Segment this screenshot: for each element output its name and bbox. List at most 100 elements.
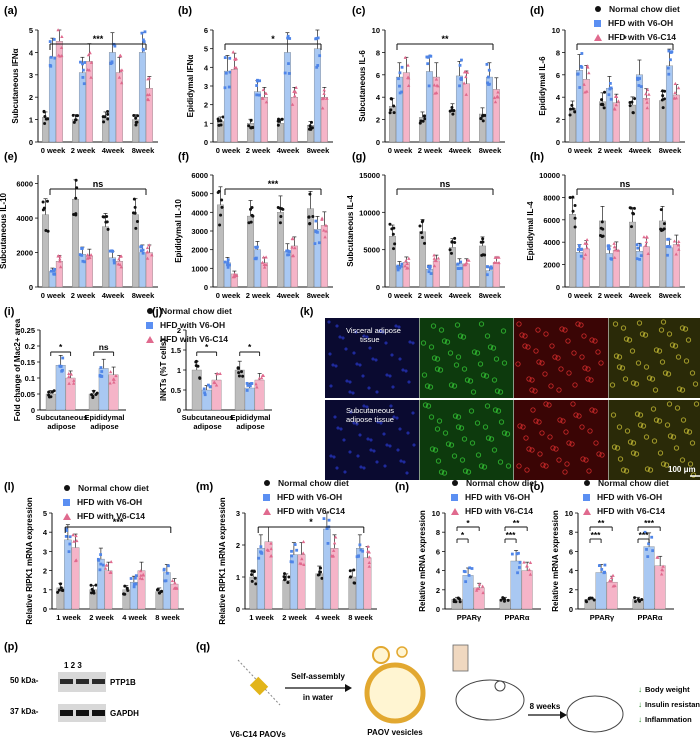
data-point — [68, 550, 71, 553]
x-tick-label: 0 week — [216, 291, 241, 300]
x-tick-label: 8week — [659, 291, 682, 300]
x-tick-label: 8week — [132, 146, 155, 155]
data-point — [450, 252, 453, 255]
legend-marker-oh — [263, 494, 270, 501]
data-point — [288, 37, 291, 40]
y-tick-label: 6000 — [543, 216, 560, 225]
data-point — [106, 113, 109, 116]
bar — [403, 73, 410, 142]
data-point — [91, 588, 94, 591]
data-point — [663, 222, 666, 225]
data-point — [453, 237, 456, 240]
data-point — [65, 529, 68, 532]
x-tick-label: Subcutaneous — [182, 413, 234, 422]
bar — [666, 66, 673, 142]
data-point — [519, 561, 522, 564]
data-point — [327, 542, 330, 545]
x-tick-label: 4week — [629, 291, 652, 300]
vesicle-small — [373, 647, 389, 663]
data-point — [661, 98, 664, 101]
legend-label: HFD with V6-C14 — [160, 332, 228, 346]
data-point — [486, 63, 489, 66]
sig-label: * — [271, 34, 275, 44]
legend-o: Normal chow diet HFD with V6-OH HFD with… — [582, 476, 669, 518]
legend-label: Normal chow diet — [278, 476, 349, 490]
y-tick-label: 4 — [556, 93, 561, 102]
data-point — [647, 542, 650, 545]
bar — [583, 79, 590, 142]
blot-band — [60, 710, 73, 716]
y-tick-label: 0 — [204, 138, 208, 147]
data-point — [529, 561, 532, 564]
y-tick-label: 0.5 — [171, 386, 181, 395]
y-tick-label: 5000 — [191, 190, 208, 199]
molecule-core — [250, 677, 268, 695]
data-point — [573, 110, 576, 113]
data-point — [302, 540, 305, 543]
data-point — [318, 241, 321, 244]
data-point — [283, 576, 286, 579]
bar — [314, 229, 321, 287]
legend-label: Normal chow diet — [466, 476, 537, 490]
data-point — [389, 111, 392, 114]
data-point — [224, 56, 227, 59]
y-tick-label: 3000 — [191, 227, 208, 236]
data-point — [228, 86, 231, 89]
y-axis-label: Subcutaneous IL-6 — [358, 50, 367, 122]
data-point — [669, 245, 672, 248]
data-point — [257, 557, 260, 560]
data-point — [67, 372, 70, 375]
data-point — [437, 257, 440, 260]
data-point — [390, 227, 393, 230]
bar — [479, 246, 486, 287]
y-tick-label: 0 — [569, 605, 573, 614]
data-point — [46, 200, 49, 203]
data-point — [453, 241, 456, 244]
legend-marker-oh — [583, 494, 590, 501]
data-point — [580, 248, 583, 251]
data-point — [647, 93, 650, 96]
y-tick-label: 6 — [569, 547, 573, 556]
x-tick-label: 4week — [449, 291, 472, 300]
data-point — [570, 104, 573, 107]
legend-marker-c14 — [63, 513, 71, 520]
data-point — [58, 257, 61, 260]
y-axis-label: iNKTs (%T cells) — [159, 339, 168, 401]
y-axis-label: Relative RIPK1 mRNA expression — [25, 497, 34, 624]
y-tick-label: 0.2 — [25, 342, 35, 351]
y-tick-label: 6 — [556, 71, 560, 80]
data-point — [388, 223, 391, 226]
data-point — [628, 101, 631, 104]
data-point — [113, 45, 116, 48]
data-point — [105, 215, 108, 218]
y-tick-label: 2000 — [16, 249, 33, 258]
panel-label-b: (b) — [178, 5, 192, 17]
data-point — [194, 361, 197, 364]
bar — [321, 97, 328, 142]
sig-label: ns — [99, 342, 109, 352]
legend-marker-normal — [584, 480, 590, 486]
sig-label: *** — [268, 179, 279, 189]
data-point — [578, 244, 581, 247]
legend-marker-normal — [264, 480, 270, 486]
x-tick-label: 2 week — [246, 291, 271, 300]
data-point — [459, 600, 462, 603]
bar — [522, 571, 533, 609]
data-point — [569, 113, 572, 116]
data-point — [677, 86, 680, 89]
x-tick-label: 4week — [102, 146, 125, 155]
data-point — [587, 71, 590, 74]
data-point — [109, 560, 112, 563]
panel-label-l: (l) — [4, 481, 15, 493]
data-point — [132, 114, 135, 117]
x-tick-label: 8 week — [348, 613, 373, 622]
legend-marker-normal — [595, 6, 601, 12]
data-point — [352, 568, 355, 571]
outcome-label: Inflammation — [645, 715, 692, 724]
data-point — [246, 382, 249, 385]
data-point — [638, 599, 641, 602]
data-point — [42, 200, 45, 203]
data-point — [43, 110, 46, 113]
